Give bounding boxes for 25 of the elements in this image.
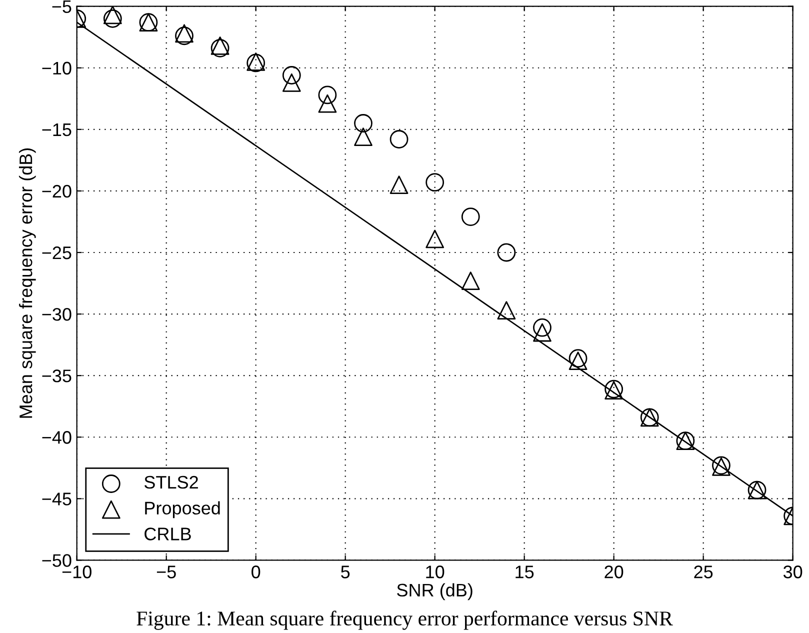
y-tick-label: −15 — [42, 124, 72, 136]
x-tick-label: 25 — [694, 566, 713, 578]
x-tick-label: 15 — [516, 566, 534, 578]
y-tick-label: −5 — [52, 0, 72, 14]
legend-label: CRLB — [144, 528, 191, 540]
x-tick-label: −10 — [62, 566, 92, 578]
x-tick-label: 20 — [604, 566, 624, 578]
x-tick-label: −5 — [156, 566, 176, 578]
y-tick-label: −30 — [42, 308, 72, 321]
y-axis-title: Mean square frequency error (dB) — [18, 148, 36, 418]
x-tick-label: 30 — [783, 566, 802, 578]
x-axis-title: SNR (dB) — [397, 583, 472, 600]
legend-label: STLS2 — [144, 476, 198, 489]
legend-label: Proposed — [145, 501, 220, 518]
x-tick-label: 5 — [341, 566, 350, 578]
y-tick-label: −45 — [42, 492, 72, 506]
y-tick-label: −20 — [42, 184, 72, 198]
x-tick-label: 0 — [252, 566, 260, 578]
y-tick-label: −40 — [42, 431, 72, 444]
y-tick-label: −50 — [42, 554, 72, 567]
y-tick-label: −10 — [42, 62, 72, 75]
y-tick-label: −35 — [42, 370, 72, 382]
x-tick-label: 10 — [426, 566, 444, 578]
caption: Figure 1: Mean square frequency error performance versus SNR — [136, 610, 673, 630]
y-tick-label: −25 — [42, 246, 72, 260]
